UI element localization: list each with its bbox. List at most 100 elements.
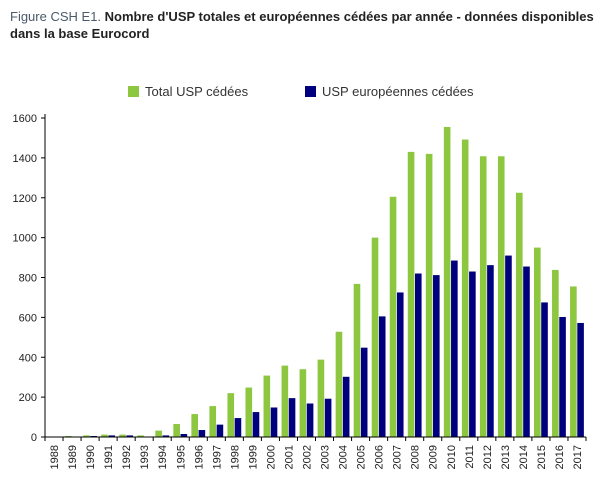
figure-label: Figure CSH E1. (10, 9, 102, 24)
y-tick-label: 600 (19, 312, 37, 324)
legend-swatch-1 (128, 86, 139, 97)
bar-total-2009 (425, 153, 433, 437)
x-tick-label: 1994 (157, 445, 169, 469)
x-tick-label: 2008 (410, 445, 422, 469)
x-tick-label: 1988 (49, 445, 61, 469)
bar-european-2007 (396, 292, 404, 437)
bar-total-2008 (407, 151, 415, 438)
x-tick-label: 1989 (67, 445, 79, 469)
bar-european-1994 (162, 435, 170, 437)
figure-title-text: Nombre d'USP totales et européennes cédé… (10, 9, 594, 41)
bar-european-2006 (378, 316, 386, 437)
x-tick-label: 2015 (536, 445, 548, 469)
bar-total-2005 (353, 283, 361, 437)
bar-total-2001 (281, 365, 289, 437)
x-tick-label: 1995 (175, 445, 187, 469)
x-tick-label: 2016 (554, 445, 566, 469)
bar-european-1992 (126, 435, 134, 437)
bar-total-1990 (83, 435, 90, 437)
bar-total-2012 (479, 156, 487, 437)
x-tick-label: 1993 (139, 445, 151, 469)
legend-label-2: USP européennes cédées (322, 84, 474, 99)
bar-european-1998 (234, 418, 242, 437)
bar-total-1999 (245, 387, 253, 437)
x-tick-label: 1999 (247, 445, 259, 469)
bar-total-2000 (263, 375, 271, 437)
y-tick-label: 400 (19, 352, 37, 364)
bar-european-1995 (180, 434, 188, 437)
bar-european-2012 (487, 265, 494, 437)
x-tick-label: 2010 (446, 445, 458, 469)
y-axis: 0 200 400 600 800 1000 1200 1400 1600 (13, 113, 46, 444)
bar-total-1993 (137, 435, 144, 437)
bar-european-1991 (108, 435, 116, 437)
x-tick-label: 2014 (518, 445, 530, 469)
bar-total-2014 (515, 192, 523, 437)
x-tick-label: 2003 (320, 445, 332, 469)
bar-european-2005 (360, 347, 368, 437)
bars (47, 126, 584, 438)
x-tick-label: 1997 (211, 445, 223, 469)
bar-european-2003 (324, 398, 332, 437)
x-tick-label: 2012 (482, 445, 494, 469)
y-tick-label: 200 (19, 392, 37, 404)
x-tick-label: 1998 (229, 445, 241, 469)
bar-total-1996 (191, 414, 198, 437)
bar-european-1999 (252, 412, 260, 437)
bar-european-1997 (216, 424, 224, 437)
x-tick-label: 2002 (301, 445, 313, 469)
bar-total-1991 (101, 434, 108, 437)
bar-total-2010 (443, 126, 451, 438)
x-tick-label: 1991 (103, 445, 115, 469)
bar-total-2017 (570, 286, 577, 437)
x-axis: 1988 1989 1990 1991 1992 1993 1994 1995 1996 1997… (44, 436, 587, 469)
bar-total-1994 (155, 430, 162, 437)
bar-total-2006 (371, 237, 379, 437)
bar-european-2010 (451, 260, 458, 437)
bar-european-2013 (505, 255, 512, 437)
y-tick-label: 1000 (13, 233, 37, 245)
y-tick-label: 1200 (13, 193, 37, 205)
bar-european-2009 (433, 275, 440, 437)
y-tick-label: 800 (19, 273, 37, 285)
bar-total-2011 (461, 139, 469, 437)
x-tick-label: 2006 (374, 445, 386, 469)
y-tick-label: 1400 (13, 153, 37, 165)
legend: Total USP cédées USP européennes cédées (128, 84, 474, 99)
legend-swatch-2 (305, 86, 316, 97)
y-tick-label: 0 (31, 432, 37, 444)
bar-total-1997 (209, 406, 217, 437)
y-tick-label: 1600 (13, 113, 37, 125)
bar-total-2007 (389, 196, 397, 437)
bar-european-2000 (270, 407, 278, 437)
bar-european-2004 (342, 376, 350, 437)
x-tick-label: 1992 (121, 445, 133, 469)
bar-total-2016 (552, 269, 559, 437)
bar-total-2015 (534, 247, 541, 437)
bar-european-1996 (198, 430, 206, 437)
x-tick-label: 2017 (572, 445, 584, 469)
bar-european-2011 (469, 271, 476, 437)
bar-total-2003 (317, 359, 325, 437)
bar-total-1992 (119, 434, 126, 437)
bar-total-2004 (335, 331, 343, 437)
x-tick-label: 2001 (283, 445, 295, 469)
x-tick-label: 2009 (428, 445, 440, 469)
bar-european-2016 (559, 316, 566, 437)
bar-total-1995 (173, 424, 180, 437)
x-tick-label: 2011 (464, 445, 476, 469)
x-tick-label: 2000 (265, 445, 277, 469)
bar-european-2001 (288, 398, 296, 437)
x-tick-label: 2013 (500, 445, 512, 469)
x-tick-label: 1996 (193, 445, 205, 469)
figure-title: Figure CSH E1. Nombre d'USP totales et e… (10, 8, 600, 42)
bar-european-2002 (306, 403, 314, 437)
x-tick-label: 1990 (85, 445, 97, 469)
bar-european-2017 (577, 322, 584, 437)
bar-european-2014 (523, 266, 530, 437)
bar-total-1998 (227, 393, 235, 437)
bar-total-2002 (299, 369, 307, 437)
legend-label-1: Total USP cédées (145, 84, 249, 99)
x-tick-label: 2005 (356, 445, 368, 469)
